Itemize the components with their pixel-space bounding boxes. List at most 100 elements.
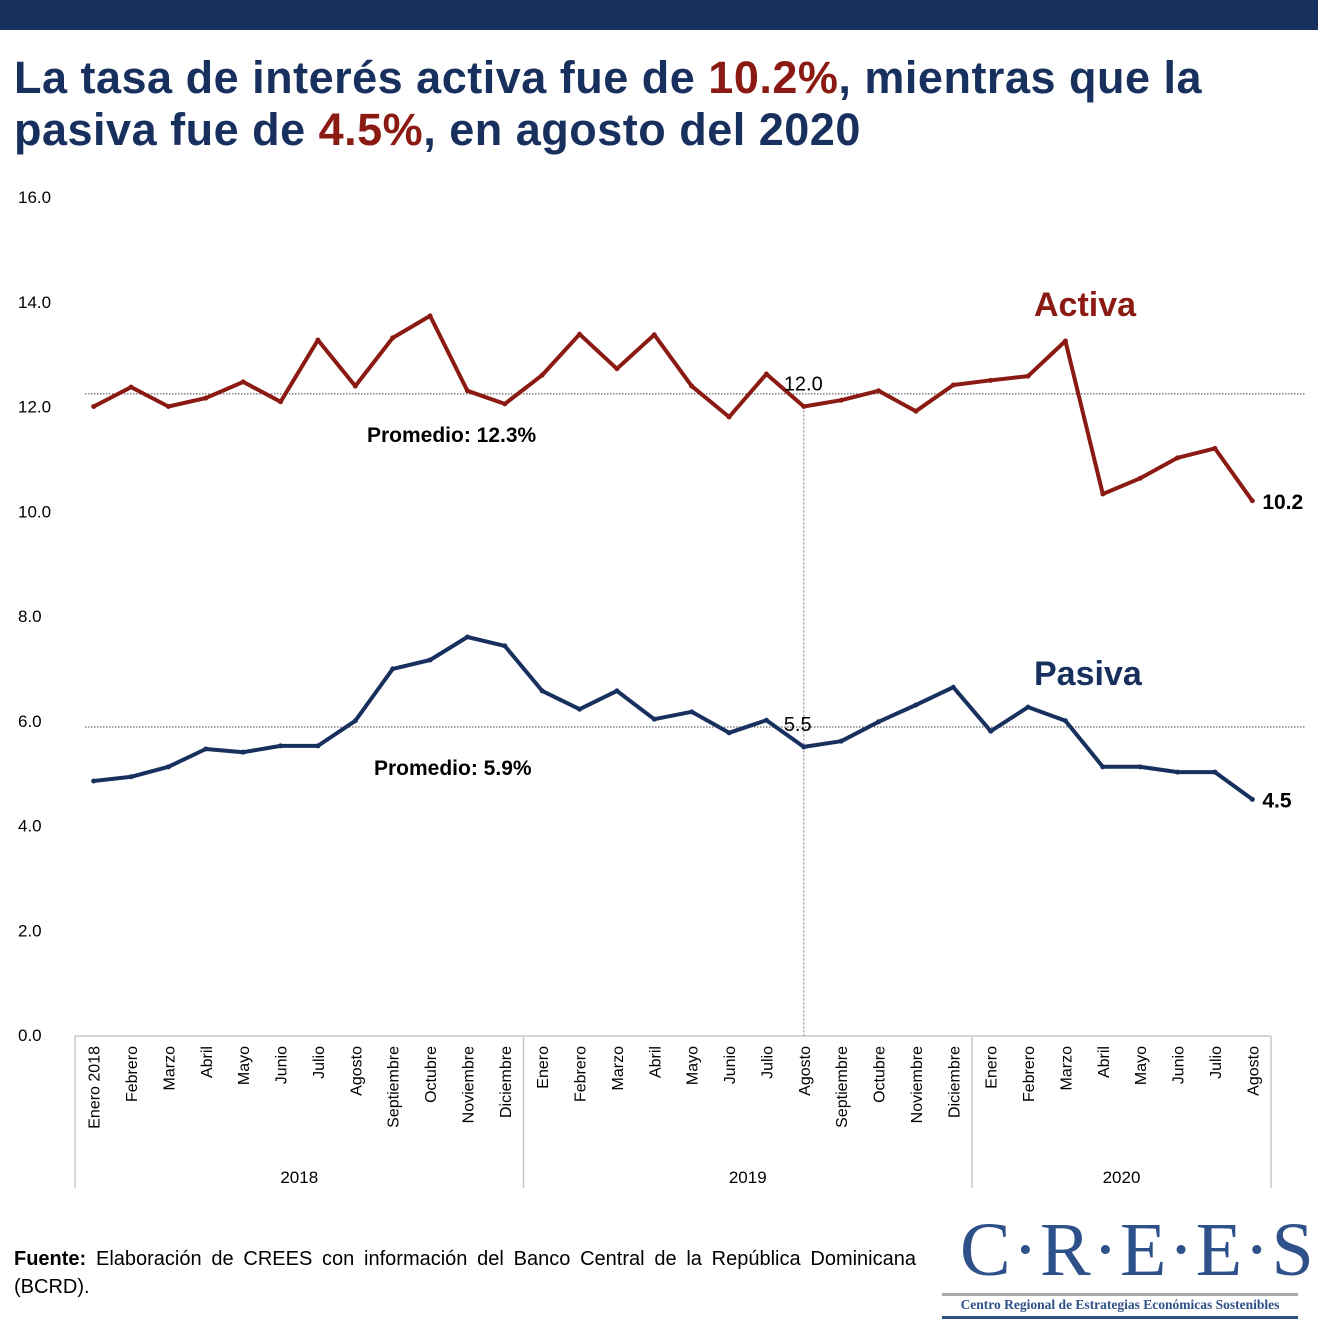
data-point-activa xyxy=(651,332,657,338)
end-value-label: 4.5 xyxy=(1262,789,1292,812)
source-label: Fuente: xyxy=(14,1248,87,1270)
x-tick-label: Julio xyxy=(1208,1046,1225,1079)
crees-logo: C·R·E·E·S Centro Regional de Estrategias… xyxy=(940,1210,1314,1319)
data-point-pasiva xyxy=(502,643,508,649)
data-point-activa xyxy=(1175,455,1181,461)
x-tick-label: Octubre xyxy=(423,1046,440,1103)
data-point-activa xyxy=(502,401,508,407)
x-tick-label: Noviembre xyxy=(460,1046,477,1123)
x-tick-label: Abril xyxy=(1096,1046,1113,1078)
logo-divider xyxy=(942,1293,1298,1296)
data-point-activa xyxy=(240,379,246,385)
series-line-activa xyxy=(92,313,1254,502)
title-activa-value: 10.2% xyxy=(708,52,839,103)
data-point-activa xyxy=(838,397,844,403)
data-point-activa xyxy=(128,384,134,390)
x-tick-label: Diciembre xyxy=(946,1046,963,1118)
group-label: 2018 xyxy=(280,1168,318,1187)
data-point-activa xyxy=(913,408,919,414)
y-tick-label: 2.0 xyxy=(18,921,42,940)
logo-subtitle: Centro Regional de Estrategias Económica… xyxy=(960,1297,1280,1312)
data-point-pasiva xyxy=(203,746,209,752)
series-label-pasiva: Pasiva xyxy=(1034,655,1143,693)
y-tick-label: 4.0 xyxy=(18,817,42,836)
title-pasiva-value: 4.5% xyxy=(318,104,424,155)
x-tick-label: Marzo xyxy=(1058,1046,1075,1091)
x-tick-label: Agosto xyxy=(1245,1046,1262,1096)
x-tick-label: Agosto xyxy=(797,1046,814,1096)
title-text: , en agosto del 2020 xyxy=(423,104,861,155)
data-point-activa xyxy=(689,383,695,389)
data-point-activa xyxy=(315,337,321,343)
reference-value-label: 5.5 xyxy=(784,714,812,736)
data-point-pasiva xyxy=(838,738,844,744)
x-tick-label: Abril xyxy=(199,1046,216,1078)
data-point-pasiva xyxy=(614,688,620,694)
y-tick-label: 12.0 xyxy=(18,398,51,417)
source-note: Fuente: Elaboración de CREES con informa… xyxy=(14,1245,916,1301)
x-tick-label: Febrero xyxy=(1021,1046,1038,1102)
x-tick-label: Enero 2018 xyxy=(87,1046,104,1129)
y-tick-label: 0.0 xyxy=(18,1026,42,1045)
data-point-activa xyxy=(763,371,769,377)
data-point-activa xyxy=(1249,498,1255,504)
data-point-pasiva xyxy=(278,743,284,749)
data-point-pasiva xyxy=(1249,796,1255,802)
data-point-pasiva xyxy=(1137,764,1143,770)
group-label: 2020 xyxy=(1103,1168,1141,1187)
data-point-pasiva xyxy=(689,709,695,715)
x-tick-label: Junio xyxy=(722,1046,739,1084)
x-tick-label: Mayo xyxy=(1133,1046,1150,1085)
data-point-activa xyxy=(1137,475,1143,481)
group-label: 2019 xyxy=(729,1168,767,1187)
x-tick-label: Marzo xyxy=(161,1046,178,1091)
series-line-pasiva xyxy=(93,635,1254,801)
data-point-activa xyxy=(1062,338,1068,344)
data-point-activa xyxy=(390,335,396,341)
data-point-pasiva xyxy=(950,684,956,690)
x-tick-label: Julio xyxy=(311,1046,328,1079)
data-point-pasiva xyxy=(913,702,919,708)
average-label: Promedio: 5.9% xyxy=(374,757,532,780)
data-point-activa xyxy=(203,395,209,401)
data-point-pasiva xyxy=(651,716,657,722)
x-tick-label: Marzo xyxy=(610,1046,627,1091)
source-text: Elaboración de CREES con información del… xyxy=(14,1248,916,1298)
data-point-pasiva xyxy=(763,717,769,723)
data-point-pasiva xyxy=(801,744,807,750)
reference-value-label: 12.0 xyxy=(784,374,823,396)
x-tick-label: Octubre xyxy=(872,1046,889,1103)
x-tick-label: Junio xyxy=(1171,1046,1188,1084)
data-point-activa xyxy=(1212,445,1218,451)
x-tick-label: Febrero xyxy=(573,1046,590,1102)
data-point-activa xyxy=(427,313,433,319)
data-point-pasiva xyxy=(988,728,994,734)
title-text: La tasa de interés activa fue de xyxy=(14,52,709,103)
title-text: , mientras que la pasiva fue de xyxy=(14,52,1203,155)
y-tick-label: 6.0 xyxy=(18,712,42,731)
logo-divider xyxy=(942,1316,1298,1319)
x-tick-label: Junio xyxy=(274,1046,291,1084)
data-point-pasiva xyxy=(1212,769,1218,775)
data-point-activa xyxy=(950,382,956,388)
x-tick-label: Enero xyxy=(535,1046,552,1089)
data-point-activa xyxy=(539,372,545,378)
series-label-activa: Activa xyxy=(1034,286,1137,324)
data-point-activa xyxy=(577,331,583,337)
data-point-activa xyxy=(801,404,807,409)
y-tick-label: 10.0 xyxy=(18,502,51,521)
data-point-activa xyxy=(1100,491,1106,497)
logo-wordmark: C·R·E·E·S xyxy=(960,1208,1316,1292)
data-point-pasiva xyxy=(427,657,433,663)
x-tick-label: Septiembre xyxy=(386,1046,403,1128)
data-point-pasiva xyxy=(315,743,321,749)
data-point-pasiva xyxy=(128,774,134,780)
data-point-activa xyxy=(726,414,732,420)
y-tick-label: 14.0 xyxy=(18,293,51,312)
x-tick-label: Diciembre xyxy=(498,1046,515,1118)
data-point-activa xyxy=(278,399,284,405)
x-tick-label: Agosto xyxy=(348,1046,365,1096)
x-tick-label: Julio xyxy=(759,1046,776,1079)
data-point-pasiva xyxy=(1100,764,1106,770)
data-point-activa xyxy=(91,404,97,409)
